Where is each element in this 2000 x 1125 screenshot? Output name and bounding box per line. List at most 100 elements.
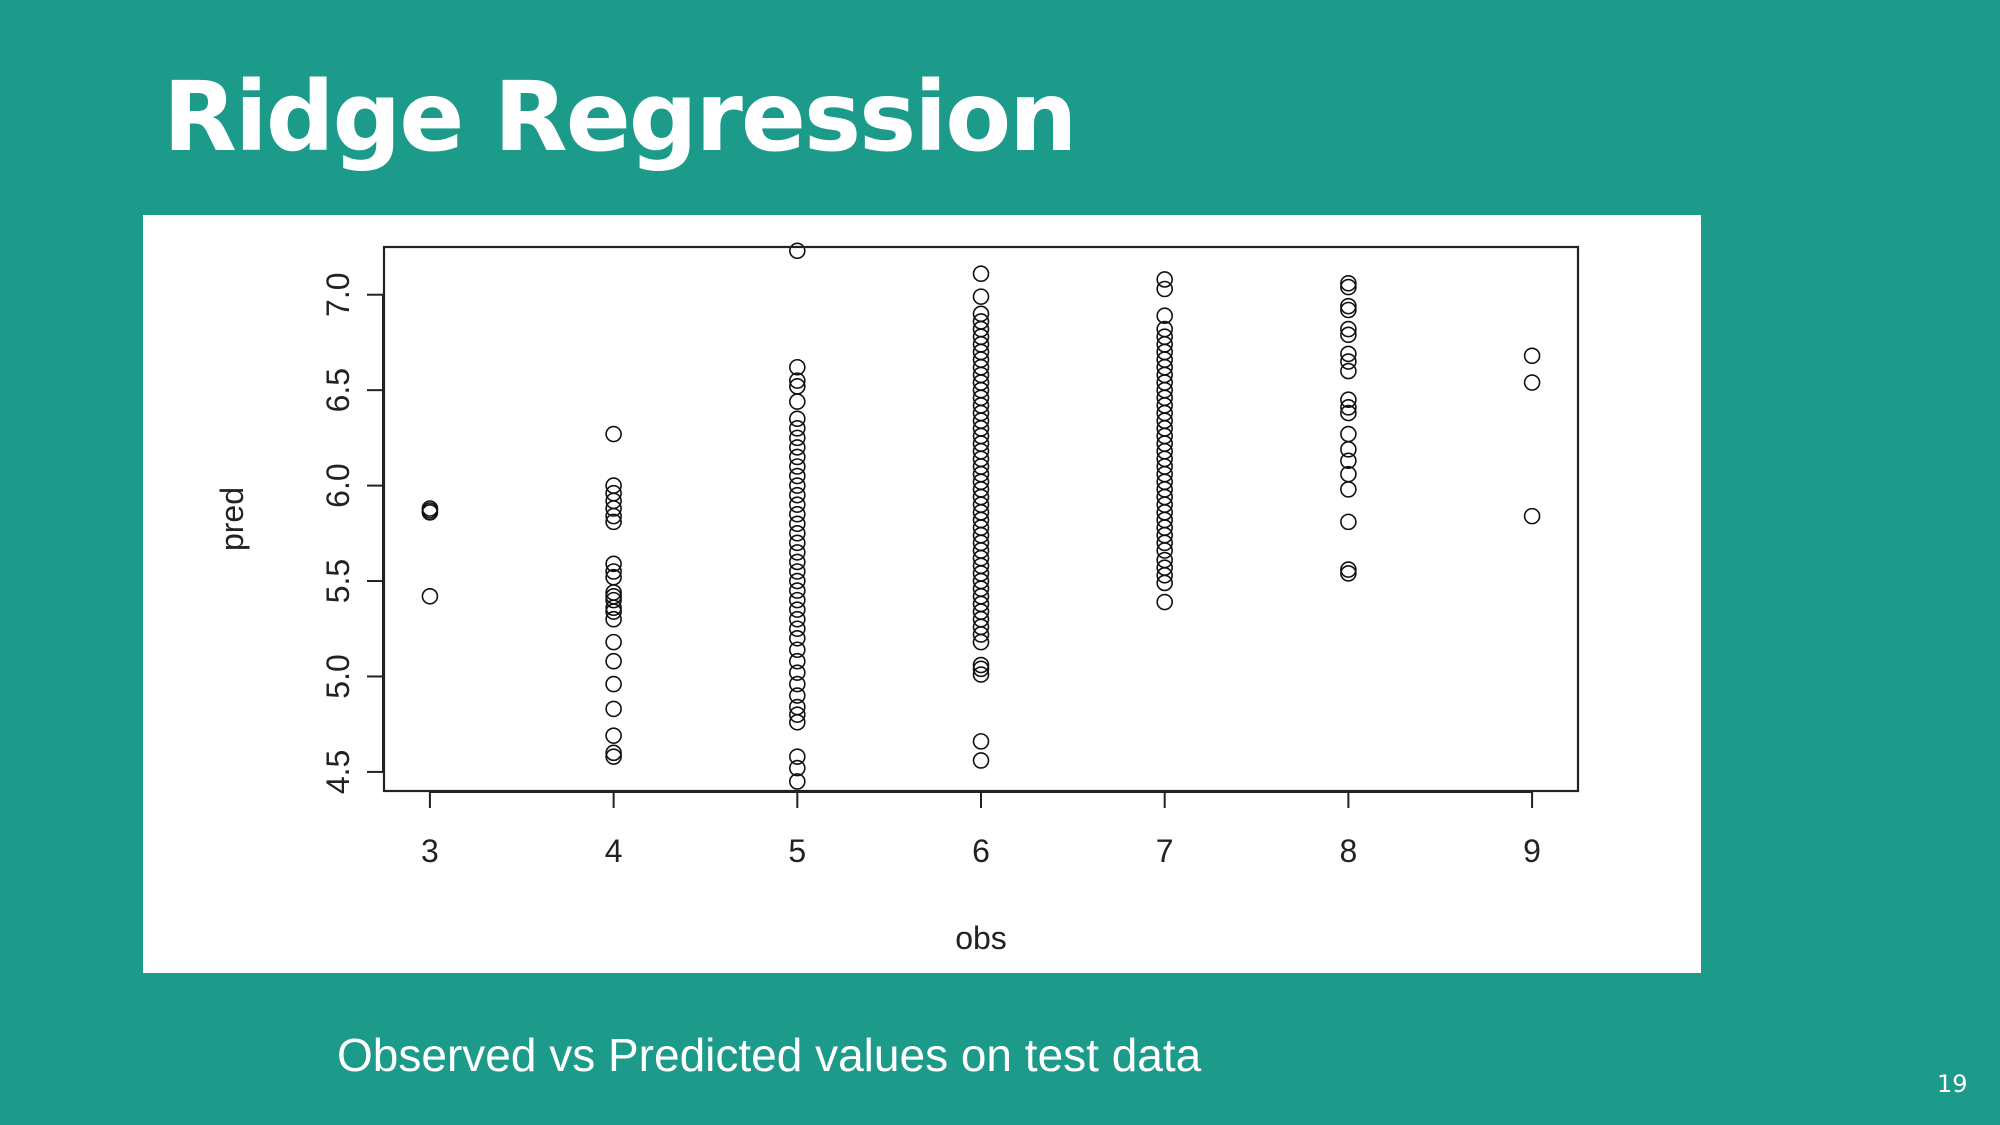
data-point: [789, 572, 806, 590]
data-point: [1340, 425, 1357, 443]
data-point: [972, 733, 990, 750]
data-point: [789, 420, 806, 437]
data-point: [789, 687, 806, 704]
data-point: [789, 563, 806, 580]
data-point: [1340, 362, 1357, 380]
data-point: [605, 477, 622, 494]
data-point: [789, 515, 806, 533]
data-point: [789, 601, 806, 618]
x-axis-label: obs: [955, 920, 1007, 956]
data-point: [789, 378, 806, 395]
data-point: [1523, 374, 1541, 391]
data-point: [605, 610, 622, 628]
data-point: [1156, 271, 1173, 288]
y-axis: 4.5 5.0 5.5 6.0 6.5 7.0: [320, 272, 384, 794]
data-point: [605, 591, 622, 609]
data-point: [789, 582, 806, 599]
data-point: [1340, 274, 1357, 292]
data-point: [1340, 345, 1357, 363]
data-point: [789, 477, 806, 494]
data-point: [1340, 513, 1357, 531]
data-point: [972, 752, 990, 769]
data-point: [1340, 353, 1357, 370]
data-point: [605, 484, 622, 502]
x-tick-label: 7: [1156, 833, 1174, 869]
data-point: [1340, 297, 1357, 315]
data-point: [789, 759, 806, 777]
data-point: [1340, 404, 1357, 422]
data-point: [1156, 280, 1173, 298]
data-point: [972, 660, 990, 678]
x-tick-label: 3: [421, 833, 439, 869]
data-point: [605, 652, 622, 670]
x-tick-label: 8: [1339, 833, 1357, 869]
scatter-plot: 3 4 5 6 7 8 9 4.5 5.0 5.5 6.0 6.5 7.0 obs pred: [214, 242, 1580, 956]
data-point: [789, 610, 806, 628]
data-point: [789, 641, 806, 659]
data-point: [1523, 347, 1541, 365]
data-point: [789, 358, 806, 376]
data-point: [1340, 301, 1357, 319]
data-point: [605, 425, 622, 443]
data-point: [605, 748, 622, 765]
data-point: [789, 393, 806, 410]
data-point: [605, 700, 622, 718]
y-tick-label: 5.0: [320, 654, 356, 698]
data-point: [789, 439, 806, 456]
data-point: [421, 500, 439, 517]
data-point: [789, 410, 806, 428]
data-point: [789, 467, 806, 485]
data-point: [789, 486, 806, 504]
data-point: [789, 675, 806, 693]
data-point: [789, 458, 806, 475]
data-point: [789, 505, 806, 523]
data-point: [789, 525, 806, 542]
data-point: [605, 675, 622, 693]
data-point: [789, 620, 806, 638]
data-point: [789, 448, 806, 466]
data-point: [1156, 559, 1173, 576]
data-point: [972, 666, 990, 683]
plot-panel: 3 4 5 6 7 8 9 4.5 5.0 5.5 6.0 6.5 7.0 obs pred: [143, 215, 1701, 973]
data-point: [789, 664, 806, 681]
data-point: [605, 727, 622, 744]
data-point: [605, 744, 622, 762]
data-point: [605, 568, 622, 586]
data-point: [1156, 307, 1173, 325]
data-point: [1340, 326, 1357, 344]
data-point: [789, 534, 806, 552]
data-point: [789, 698, 806, 716]
data-point: [1340, 391, 1357, 409]
data-point: [789, 544, 806, 561]
x-tick-label: 6: [972, 833, 990, 869]
data-point: [789, 372, 806, 389]
slide-title: Ridge Regression: [163, 61, 1077, 173]
y-tick-label: 7.0: [320, 272, 356, 316]
points-layer: [421, 242, 1541, 790]
data-point: [421, 588, 439, 605]
data-point: [1523, 507, 1541, 525]
data-point: [1340, 441, 1357, 458]
data-point: [789, 591, 806, 609]
data-point: [1156, 328, 1173, 346]
data-point: [972, 656, 990, 674]
y-tick-label: 6.0: [320, 463, 356, 507]
data-point: [972, 313, 990, 330]
data-point: [605, 513, 622, 531]
data-point: [972, 305, 990, 323]
data-point: [1156, 593, 1173, 611]
data-point: [789, 553, 806, 571]
data-point: [789, 773, 806, 790]
x-tick-label: 5: [788, 833, 806, 869]
data-point: [605, 563, 622, 580]
data-point: [789, 242, 806, 260]
data-point: [1340, 481, 1357, 498]
data-point: [1340, 320, 1357, 338]
data-point: [972, 265, 990, 283]
data-point: [605, 555, 622, 573]
y-tick-label: 5.5: [320, 559, 356, 603]
data-point: [1156, 551, 1173, 569]
data-point: [605, 588, 622, 605]
data-point: [972, 288, 990, 305]
data-point: [1156, 320, 1173, 338]
